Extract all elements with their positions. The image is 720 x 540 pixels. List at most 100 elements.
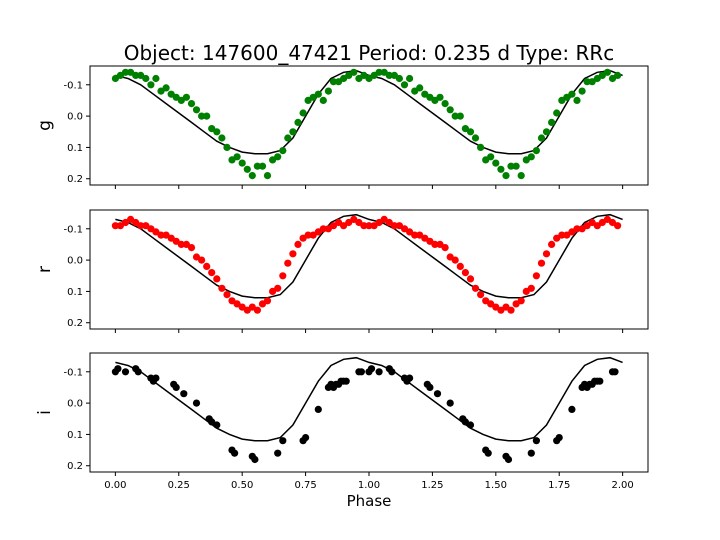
data-point-g <box>147 81 155 89</box>
y-axis-label-r: r <box>35 266 55 273</box>
data-point-r <box>279 272 287 280</box>
data-point-g <box>299 109 307 117</box>
data-point-r <box>542 250 551 258</box>
x-tick-label: 1.50 <box>485 480 507 491</box>
data-point-g <box>248 172 256 180</box>
data-point-g <box>375 68 383 76</box>
data-point-i <box>172 383 180 391</box>
data-point-r <box>198 256 206 264</box>
data-point-i <box>152 374 160 382</box>
data-point-g <box>213 128 221 136</box>
data-point-r <box>177 240 185 248</box>
data-point-r <box>218 284 226 292</box>
x-tick-label: 0.25 <box>168 480 190 491</box>
data-point-g <box>614 71 622 79</box>
data-point-g <box>517 172 525 180</box>
data-point-g <box>456 112 464 120</box>
data-point-g <box>406 74 414 83</box>
data-point-i <box>302 434 310 442</box>
data-point-r <box>208 269 216 277</box>
data-point-r <box>477 291 485 299</box>
data-point-i <box>568 405 576 413</box>
x-tick-label: 0.50 <box>231 480 253 491</box>
data-point-g <box>466 128 475 136</box>
y-tick-label-r: 0.0 <box>67 256 83 267</box>
data-point-r <box>157 231 165 239</box>
data-point-r <box>471 284 480 292</box>
model-curve-i <box>115 356 623 442</box>
data-point-i <box>596 377 604 385</box>
data-point-i <box>426 383 434 391</box>
data-point-g <box>182 93 190 101</box>
data-point-g <box>263 172 272 180</box>
data-point-i <box>342 377 350 385</box>
data-point-i <box>466 421 475 429</box>
data-point-g <box>553 109 561 117</box>
y-tick-label-r: -0.1 <box>63 224 83 235</box>
data-point-i <box>611 368 619 376</box>
data-point-g <box>258 162 267 170</box>
data-point-r <box>137 222 145 230</box>
data-point-r <box>187 244 196 252</box>
data-point-g <box>512 162 520 170</box>
data-point-g <box>527 153 535 161</box>
model-curve-r <box>115 213 623 299</box>
data-point-g <box>477 143 485 151</box>
data-point-g <box>446 106 454 114</box>
x-tick-label: 1.75 <box>548 480 570 491</box>
y-tick-label-g: -0.1 <box>63 80 83 91</box>
data-point-g <box>294 118 302 126</box>
y-tick-label-g: 0.0 <box>67 112 83 123</box>
data-point-g <box>573 96 581 104</box>
data-point-r <box>319 225 327 233</box>
data-point-r <box>111 222 119 230</box>
data-point-r <box>289 250 297 258</box>
data-point-r <box>304 231 312 239</box>
data-point-g <box>218 134 226 142</box>
data-point-i <box>231 449 239 457</box>
data-point-r <box>263 297 272 305</box>
data-point-r <box>411 231 419 239</box>
data-point-g <box>497 165 505 173</box>
data-point-g <box>542 128 551 136</box>
data-point-r <box>451 256 459 264</box>
data-point-i <box>180 390 188 398</box>
x-tick-label: 0.00 <box>104 480 126 491</box>
data-point-i <box>279 437 287 445</box>
data-point-g <box>487 153 495 161</box>
data-point-g <box>223 143 231 151</box>
data-point-g <box>583 78 591 86</box>
x-tick-label: 2.00 <box>612 480 634 491</box>
x-tick-label: 1.25 <box>421 480 443 491</box>
data-point-r <box>284 259 292 267</box>
data-point-r <box>614 222 622 230</box>
data-point-r <box>213 275 221 283</box>
data-point-i <box>274 449 282 457</box>
data-point-i <box>446 399 454 407</box>
y-tick-label-i: -0.1 <box>63 367 83 378</box>
data-point-g <box>507 162 515 170</box>
data-point-i <box>367 365 376 373</box>
data-point-g <box>314 90 322 98</box>
data-point-i <box>251 455 259 464</box>
data-point-r <box>203 262 211 270</box>
data-point-i <box>504 455 513 464</box>
x-axis-label: Phase <box>347 492 392 510</box>
panel-i: -0.1 0.0 0.1 0.2 0.00 0.25 0.50 0.75 1.00 1.25 1.5… <box>35 352 649 491</box>
data-point-g <box>289 128 297 136</box>
data-point-g <box>142 74 150 83</box>
data-point-i <box>314 405 322 413</box>
data-point-g <box>416 84 424 92</box>
data-point-r <box>527 284 535 292</box>
data-point-g <box>400 81 409 89</box>
data-point-g <box>243 165 251 173</box>
data-point-g <box>350 68 358 76</box>
y-tick-label-i: 0.1 <box>67 430 83 441</box>
data-point-i <box>527 449 535 457</box>
data-point-r <box>558 231 566 239</box>
data-point-i <box>484 449 492 457</box>
data-point-i <box>555 434 563 442</box>
data-point-i <box>114 365 122 373</box>
data-point-g <box>324 87 332 95</box>
